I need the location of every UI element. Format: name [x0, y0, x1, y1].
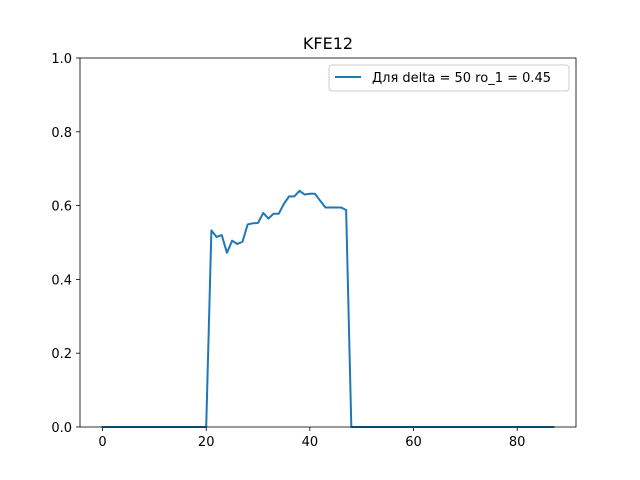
- x-tick-label: 20: [198, 435, 215, 450]
- legend-box: [328, 64, 570, 92]
- x-tick-label: 40: [302, 435, 319, 450]
- legend-label: Для delta = 50 ro_1 = 0.45: [372, 71, 551, 86]
- y-tick-label: 0.0: [51, 421, 72, 436]
- legend: Для delta = 50 ro_1 = 0.45: [328, 64, 570, 92]
- y-tick-label: 0.8: [51, 126, 72, 141]
- x-tick-label: 80: [509, 435, 526, 450]
- x-tick-label: 60: [405, 435, 422, 450]
- y-axis-ticks: 0.0 0.2 0.4 0.6 0.8 1.0: [51, 52, 80, 436]
- y-tick-label: 1.0: [51, 52, 72, 67]
- y-tick-label: 0.2: [51, 347, 72, 362]
- y-tick-label: 0.6: [51, 200, 72, 215]
- plot-frame: [79, 57, 577, 428]
- x-tick-label: 0: [98, 435, 106, 450]
- plot-area: [80, 58, 576, 427]
- chart-title: KFE12: [303, 34, 353, 53]
- y-tick-label: 0.4: [51, 273, 72, 288]
